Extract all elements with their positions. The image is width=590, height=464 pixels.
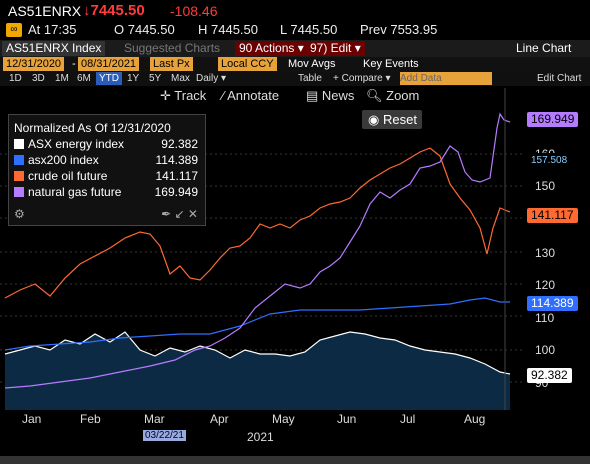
energy-line [4, 331, 511, 375]
swatch [14, 187, 24, 197]
cursor-date: 03/22/21 [143, 430, 186, 441]
track-tool[interactable]: ✛ Track [160, 88, 207, 103]
header-row: AS51ENRX ↓7445.50 -108.46 [0, 0, 590, 22]
period-max[interactable]: Max [171, 73, 190, 84]
time: At 17:35 [28, 22, 77, 37]
pin-expand-icons[interactable]: ✒ ↙ ✕ [161, 207, 198, 221]
legend-item-asx200: asx200 index 114.389 [14, 153, 202, 167]
swatch [14, 139, 24, 149]
zoom-tool[interactable]: 🔍︎ Zoom [366, 88, 420, 103]
actions-menu[interactable]: 90 Actions ▾ [235, 41, 308, 56]
price-change: -108.46 [170, 3, 218, 19]
add-data-input[interactable]: Add Data [400, 72, 492, 85]
gear-icon[interactable]: ⚙ [14, 207, 25, 221]
period-ytd[interactable]: YTD [96, 72, 122, 85]
swatch [14, 155, 24, 165]
chart-area[interactable] [0, 88, 590, 440]
reset-button[interactable]: ◉ Reset [362, 110, 422, 129]
x-tick: Aug [464, 412, 486, 426]
prev: Prev 7553.95 [360, 22, 438, 37]
edit-chart-button[interactable]: Edit Chart [537, 73, 582, 84]
low: L 7445.50 [280, 22, 338, 37]
period-3d[interactable]: 3D [32, 73, 45, 84]
y-tick: 120 [535, 278, 556, 292]
toolbar: AS51ENRX Index Suggested Charts 90 Actio… [0, 40, 590, 57]
legend: Normalized As Of 12/31/2020 ASX energy i… [8, 114, 206, 226]
x-tick: Apr [210, 412, 229, 426]
frequency[interactable]: Daily ▾ [196, 73, 227, 84]
chart-type[interactable]: Line Chart [516, 41, 572, 55]
period-1y[interactable]: 1Y [127, 73, 140, 84]
legend-item-oil: crude oil future 141.117 [14, 169, 202, 183]
last-price: ↓7445.50 [83, 2, 145, 19]
legend-item-gas: natural gas future 169.949 [14, 185, 202, 199]
bottom-bar [0, 456, 590, 464]
price-type[interactable]: Last Px [150, 57, 193, 71]
open: O 7445.50 [114, 22, 175, 37]
currency[interactable]: Local CCY [218, 57, 277, 71]
oil-line [4, 147, 511, 299]
tag-energy: 92.382 [527, 368, 572, 383]
tag-asx200: 114.389 [527, 296, 578, 311]
gas-line [4, 112, 511, 389]
compare-button[interactable]: + Compare ▾ [333, 73, 391, 84]
x-tick: Jan [22, 412, 42, 426]
start-date[interactable]: 12/31/2020 [3, 57, 65, 71]
energy-area [5, 332, 510, 410]
period-1d[interactable]: 1D [9, 73, 22, 84]
period-bar: 1D 3D 1M 6M YTD 1Y 5Y Max Daily ▾ Table … [0, 72, 590, 86]
high: H 7445.50 [198, 22, 258, 37]
x-tick: May [272, 412, 295, 426]
period-5y[interactable]: 5Y [149, 73, 162, 84]
legend-item-energy: ASX energy index 92.382 [14, 137, 202, 151]
mov-avgs[interactable]: Mov Avgs [288, 58, 336, 70]
legend-title: Normalized As Of 12/31/2020 [14, 121, 171, 135]
asx200-line [4, 297, 510, 351]
tag-gas: 169.949 [527, 112, 579, 127]
suggested-charts[interactable]: Suggested Charts [124, 41, 221, 55]
date-bar: 12/31/2020 - 08/31/2021 Last Px Local CC… [0, 57, 590, 72]
legend-tools: ⚙ ✒ ↙ ✕ [14, 207, 202, 221]
index-field[interactable]: AS51ENRX Index [2, 41, 106, 56]
annotate-tool[interactable]: ∕ Annotate [222, 88, 280, 103]
y-tick: 100 [535, 343, 556, 357]
news-tool[interactable]: ▤ News [306, 88, 355, 103]
y-tick: 130 [535, 246, 556, 260]
period-6m[interactable]: 6M [77, 73, 91, 84]
y-tick: 150 [535, 179, 556, 193]
x-tick: Jun [337, 412, 357, 426]
key-events[interactable]: Key Events [363, 58, 419, 70]
x-tick: Mar [144, 412, 165, 426]
edit-menu[interactable]: 97) Edit ▾ [306, 41, 365, 56]
swatch [14, 171, 24, 181]
fx-badge-icon: ∞ [6, 23, 22, 37]
year-label: 2021 [247, 430, 274, 444]
x-tick: Jul [400, 412, 416, 426]
y-tick: 110 [535, 311, 555, 325]
period-1m[interactable]: 1M [55, 73, 69, 84]
end-date[interactable]: 08/31/2021 [78, 57, 140, 71]
ticker: AS51ENRX [8, 3, 82, 19]
tag-oil: 141.117 [527, 208, 578, 223]
tag-crossover: 157.508 [527, 153, 572, 168]
table-button[interactable]: Table [298, 73, 322, 84]
x-tick: Feb [80, 412, 101, 426]
